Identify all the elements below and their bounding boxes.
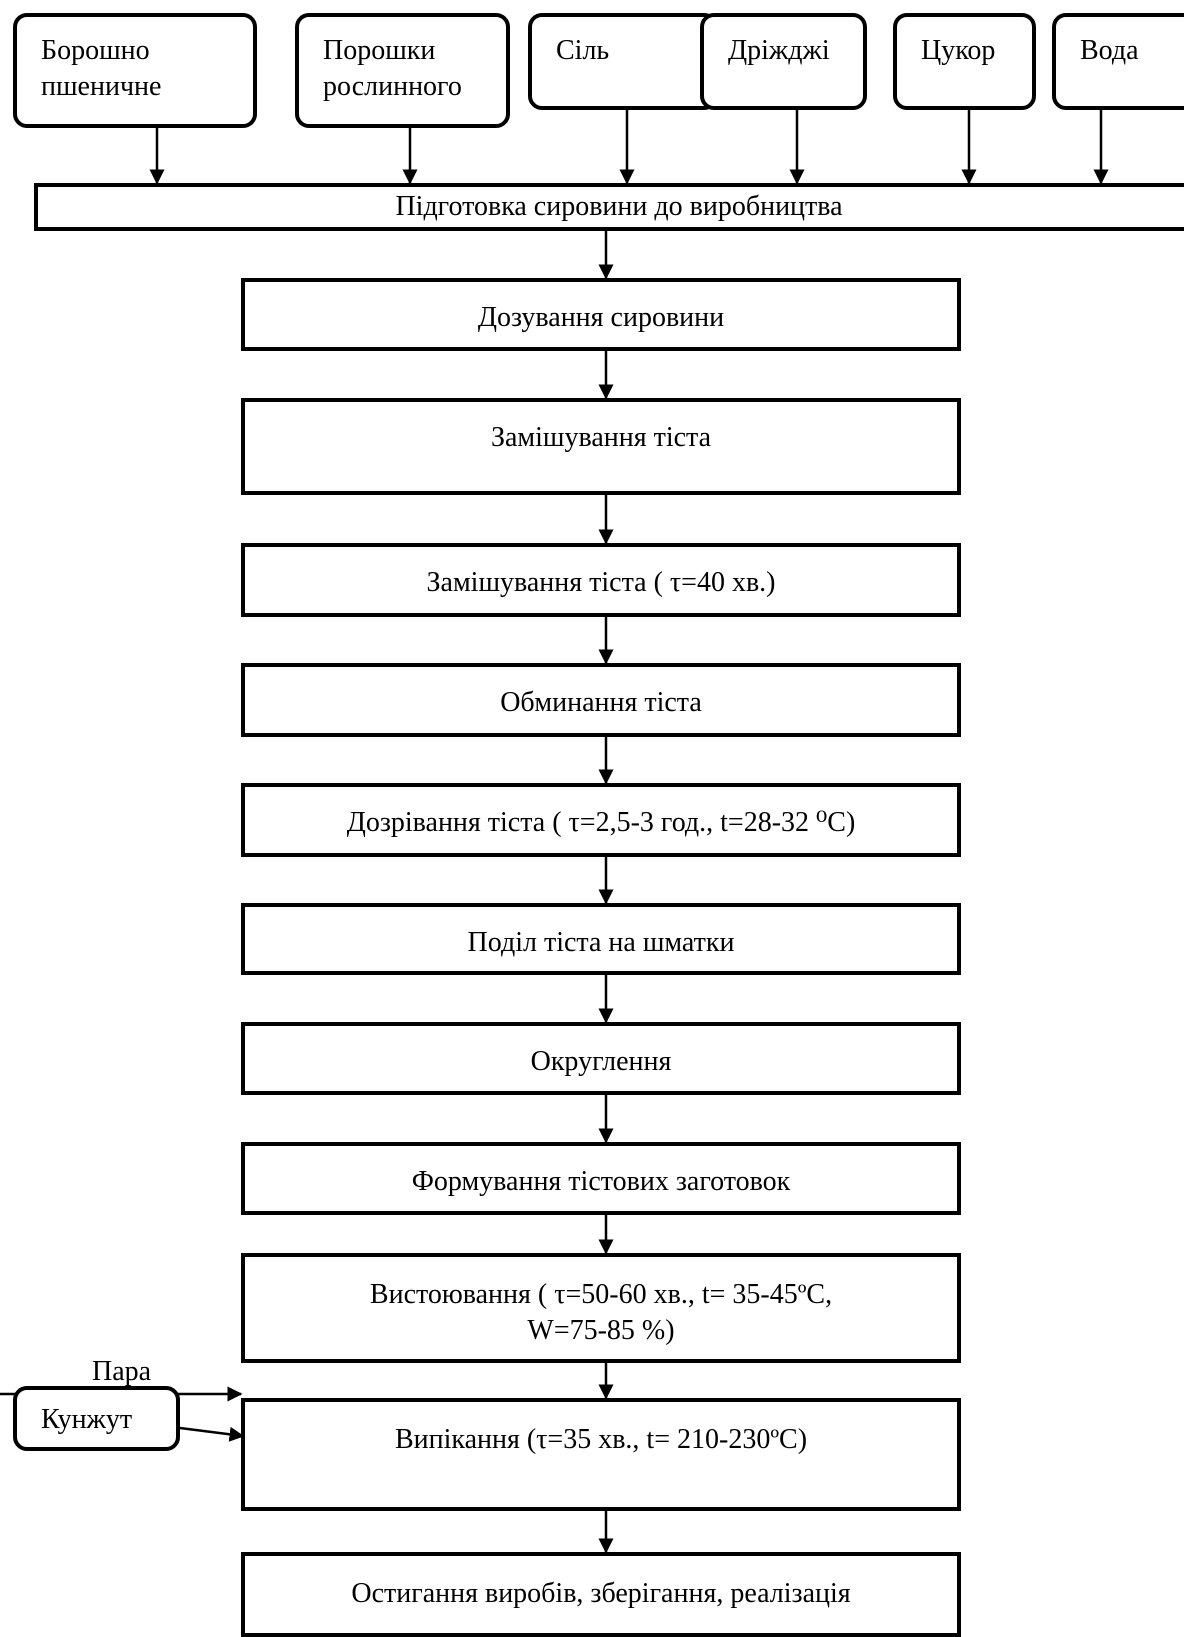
step-rounding: Округлення bbox=[241, 1022, 961, 1095]
prep-box: Підготовка сировини до виробництва bbox=[34, 183, 1184, 231]
step-cooling-label: Остигання виробів, зберігання, реалізаці… bbox=[351, 1578, 851, 1609]
step-dividing: Поділ тіста на шматки bbox=[241, 903, 961, 975]
step-punching-label: Обминання тіста bbox=[500, 687, 702, 718]
step-cooling: Остигання виробів, зберігання, реалізаці… bbox=[241, 1552, 961, 1637]
step-dosing-label: Дозування сировини bbox=[477, 302, 725, 333]
input-flour-line2: пшеничне bbox=[41, 71, 162, 102]
step-maturation-label: Дозрівання тіста ( τ=2,5-3 год., t=28-32… bbox=[346, 807, 856, 838]
input-yeast: Дріжджі bbox=[700, 13, 867, 110]
input-flour-line1: Борошно bbox=[41, 35, 150, 66]
step-proofing: Вистоювання ( τ=50-60 хв., t= 35-45ºC, W… bbox=[241, 1253, 961, 1363]
input-yeast-line1: Дріжджі bbox=[728, 35, 830, 66]
step-rounding-label: Округлення bbox=[530, 1046, 672, 1077]
step-punching: Обминання тіста bbox=[241, 663, 961, 737]
arrow-kunzhut bbox=[179, 1426, 245, 1442]
input-flour: Борошно пшеничне bbox=[13, 13, 257, 128]
step-kneading-label: Замішування тіста bbox=[490, 422, 712, 453]
step-dosing: Дозування сировини bbox=[241, 278, 961, 351]
input-plant-powders-line1: Порошки bbox=[323, 35, 436, 66]
input-salt: Сіль bbox=[528, 13, 718, 110]
step-proofing-line1: Вистоювання ( τ=50-60 хв., t= 35-45ºC, bbox=[369, 1279, 833, 1310]
step-baking-label: Випікання (τ=35 хв., t= 210-230ºC) bbox=[394, 1424, 808, 1455]
step-kneading-40: Замішування тіста ( τ=40 хв.) bbox=[241, 543, 961, 617]
step-kneading: Замішування тіста bbox=[241, 398, 961, 495]
para-label: Пара bbox=[92, 1356, 152, 1387]
kunzhut-label: Кунжут bbox=[41, 1404, 133, 1435]
prep-label: Підготовка сировини до виробництва bbox=[395, 191, 843, 222]
step-maturation: Дозрівання тіста ( τ=2,5-3 год., t=28-32… bbox=[241, 783, 961, 857]
step-shaping-label: Формування тістових заготовок bbox=[411, 1166, 791, 1197]
step-dividing-label: Поділ тіста на шматки bbox=[467, 927, 735, 958]
input-plant-powders: Порошки рослинного bbox=[295, 13, 510, 128]
input-sugar: Цукор bbox=[893, 13, 1036, 110]
step-shaping: Формування тістових заготовок bbox=[241, 1142, 961, 1215]
kunzhut-box: Кунжут bbox=[13, 1386, 180, 1451]
input-plant-powders-line2: рослинного bbox=[323, 71, 462, 102]
step-baking: Випікання (τ=35 хв., t= 210-230ºC) bbox=[241, 1398, 961, 1511]
input-water-line1: Вода bbox=[1080, 35, 1139, 66]
input-water: Вода bbox=[1052, 13, 1184, 110]
step-proofing-line2: W=75-85 %) bbox=[527, 1315, 675, 1346]
step-kneading-40-label: Замішування тіста ( τ=40 хв.) bbox=[426, 567, 776, 598]
input-salt-line1: Сіль bbox=[556, 35, 610, 66]
input-sugar-line1: Цукор bbox=[921, 35, 996, 66]
